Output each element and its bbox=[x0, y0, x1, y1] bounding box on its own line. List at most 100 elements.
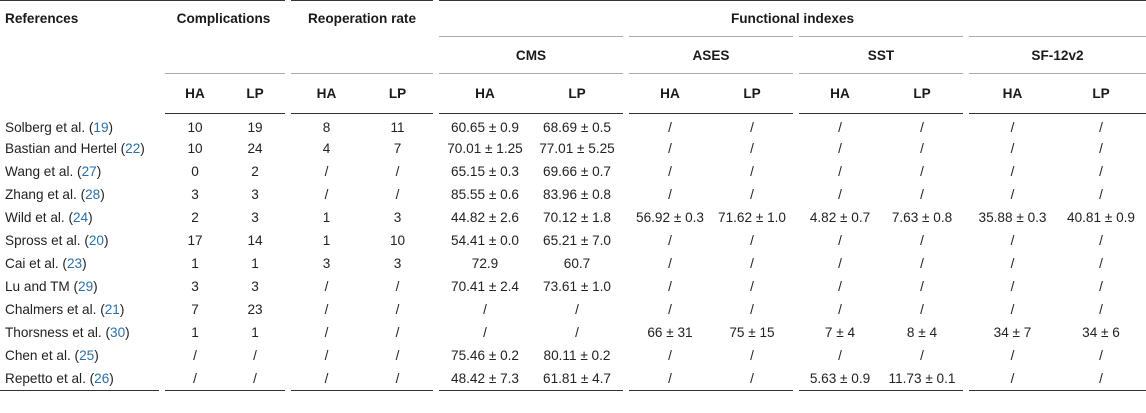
cell-ases-ha: 66 ± 31 bbox=[623, 321, 711, 345]
cell-ases-ha: / bbox=[623, 136, 711, 160]
header-complications-lp: LP bbox=[225, 73, 288, 114]
header-sf12v2-lp: LP bbox=[1056, 73, 1146, 114]
cell-reoperation-lp: / bbox=[395, 302, 400, 318]
reference-cell: Solberg et al. (19) bbox=[0, 114, 162, 137]
citation-link[interactable]: 23 bbox=[66, 256, 83, 272]
cell-cms-lp: 73.61 ± 1.0 bbox=[543, 279, 611, 295]
reference-close-paren: ) bbox=[82, 256, 87, 272]
table-row: Lu and TM (29) 3 3//70.41 ± 2.4 73.61 ± 1.0… bbox=[0, 275, 1146, 299]
cell-ases-ha: / bbox=[623, 344, 711, 368]
cell-reoperation-ha: 1 bbox=[285, 205, 362, 229]
citation-link[interactable]: 25 bbox=[79, 348, 95, 364]
citation-link[interactable]: 21 bbox=[104, 302, 120, 318]
citation-link[interactable]: 19 bbox=[93, 119, 109, 135]
cell-sf12v2-lp: / bbox=[1099, 302, 1103, 318]
reference-cell: Lu and TM (29) bbox=[0, 275, 162, 298]
cell-cms-lp: 60.7 bbox=[563, 256, 591, 272]
cell-complications-ha: 10 bbox=[159, 113, 225, 137]
cell-ases-lp: / bbox=[750, 256, 754, 272]
cell-sf12v2-lp: / bbox=[1099, 163, 1103, 179]
cell-cms-lp: / bbox=[575, 325, 579, 341]
cell-reoperation-ha: / bbox=[285, 298, 362, 322]
citation-link[interactable]: 20 bbox=[88, 233, 104, 249]
cell-sf12v2-lp: 40.81 ± 0.9 bbox=[1067, 209, 1135, 225]
cell-reoperation-ha: / bbox=[285, 275, 362, 299]
header-sf12v2: SF-12v2 bbox=[963, 36, 1146, 74]
reference-cell: Thorsness et al. (30) bbox=[0, 321, 162, 344]
cell-ases-ha: / bbox=[623, 182, 711, 206]
cell-sf12v2-lp: / bbox=[1099, 186, 1103, 202]
cell-cms-ha: 54.41 ± 0.0 bbox=[433, 228, 531, 253]
cell-reoperation-ha: / bbox=[285, 159, 362, 183]
citation-link[interactable]: 26 bbox=[94, 371, 110, 387]
cell-sst-lp: / bbox=[920, 256, 924, 272]
cell-complications-lp: 14 bbox=[247, 233, 263, 249]
table-row: Repetto et al. (26) / / //48.42 ± 7.3 61.81 … bbox=[0, 367, 1146, 391]
header-reoperation-lp: LP bbox=[362, 73, 436, 114]
cell-cms-lp: 61.81 ± 4.7 bbox=[543, 371, 611, 387]
cell-complications-lp: 24 bbox=[247, 140, 263, 156]
reference-author: Thorsness et al. ( bbox=[5, 325, 111, 341]
reference-author: Wild et al. ( bbox=[5, 209, 73, 225]
cell-sf12v2-ha: / bbox=[963, 182, 1056, 206]
reference-close-paren: ) bbox=[94, 348, 99, 364]
cell-sf12v2-ha: / bbox=[963, 367, 1056, 391]
cell-ases-lp: / bbox=[750, 186, 754, 202]
citation-link[interactable]: 30 bbox=[110, 325, 126, 341]
header-references: References bbox=[0, 0, 162, 114]
table-row: Bastian and Hertel (22) 10 24 4 7 70.01 ± 1.2… bbox=[0, 136, 1146, 160]
cell-reoperation-ha: 3 bbox=[285, 252, 362, 276]
citation-link[interactable]: 24 bbox=[72, 209, 89, 225]
citation-link[interactable]: 28 bbox=[85, 186, 101, 202]
cell-reoperation-lp: 7 bbox=[393, 140, 402, 156]
cell-sf12v2-lp: / bbox=[1099, 348, 1103, 364]
reference-cell: Spross et al. (20) bbox=[0, 229, 162, 252]
reference-author: Bastian and Hertel ( bbox=[5, 140, 126, 156]
cell-sst-lp: / bbox=[920, 140, 924, 156]
citation-link[interactable]: 27 bbox=[81, 163, 97, 179]
cell-sf12v2-lp: / bbox=[1099, 233, 1103, 249]
reference-cell: Chalmers et al. (21) bbox=[0, 298, 162, 321]
cell-reoperation-ha: / bbox=[285, 367, 362, 391]
reference-cell: Wild et al. (24) bbox=[0, 206, 162, 229]
cell-cms-ha: 72.9 bbox=[433, 252, 531, 276]
cell-cms-lp: / bbox=[575, 302, 579, 318]
citation-link[interactable]: 29 bbox=[78, 279, 94, 295]
reference-close-paren: ) bbox=[96, 163, 102, 179]
cell-sst-lp: 8 ± 4 bbox=[906, 325, 938, 341]
reference-close-paren: ) bbox=[140, 140, 145, 156]
cell-ases-ha: / bbox=[623, 367, 711, 391]
cell-sst-ha: / bbox=[793, 113, 881, 137]
reference-author: Chalmers et al. ( bbox=[5, 302, 105, 318]
cell-complications-lp: 19 bbox=[247, 119, 263, 135]
table-row: Zhang et al. (28) 3 3//85.55 ± 0.6 83.96 ± … bbox=[0, 182, 1146, 206]
cell-reoperation-lp: 10 bbox=[389, 233, 406, 249]
cell-ases-lp: 75 ± 15 bbox=[729, 325, 775, 341]
reference-close-paren: ) bbox=[125, 325, 130, 341]
cell-complications-ha: / bbox=[159, 344, 225, 368]
cell-cms-ha: / bbox=[433, 321, 531, 345]
cell-reoperation-lp: 3 bbox=[393, 256, 402, 272]
cell-cms-ha: 65.15 ± 0.3 bbox=[433, 159, 531, 183]
cell-sf12v2-ha: 35.88 ± 0.3 bbox=[963, 205, 1056, 229]
cell-cms-ha: 70.01 ± 1.25 bbox=[433, 136, 531, 160]
header-complications-ha: HA bbox=[159, 73, 225, 114]
cell-complications-ha: 2 bbox=[159, 205, 225, 229]
cell-sf12v2-lp: / bbox=[1099, 279, 1103, 295]
cell-reoperation-lp: / bbox=[395, 279, 400, 295]
cell-sf12v2-lp: 34 ± 6 bbox=[1082, 325, 1120, 341]
reference-author: Spross et al. ( bbox=[5, 233, 89, 249]
cell-sst-ha: / bbox=[793, 182, 881, 206]
cell-complications-lp: 2 bbox=[251, 163, 259, 179]
cell-complications-ha: 7 bbox=[159, 298, 225, 322]
citation-link[interactable]: 22 bbox=[125, 140, 141, 156]
cell-ases-ha: 56.92 ± 0.3 bbox=[623, 205, 711, 229]
header-reoperation-ha: HA bbox=[285, 73, 362, 114]
reference-close-paren: ) bbox=[100, 186, 105, 202]
cell-ases-ha: / bbox=[623, 159, 711, 183]
table-row: Spross et al. (20) 17 14 1 10 54.41 ± 0.0 65.2… bbox=[0, 228, 1146, 253]
cell-reoperation-lp: / bbox=[395, 325, 400, 341]
cell-complications-lp: 23 bbox=[247, 302, 263, 318]
cell-ases-lp: / bbox=[750, 163, 754, 179]
cell-ases-lp: / bbox=[750, 119, 754, 135]
